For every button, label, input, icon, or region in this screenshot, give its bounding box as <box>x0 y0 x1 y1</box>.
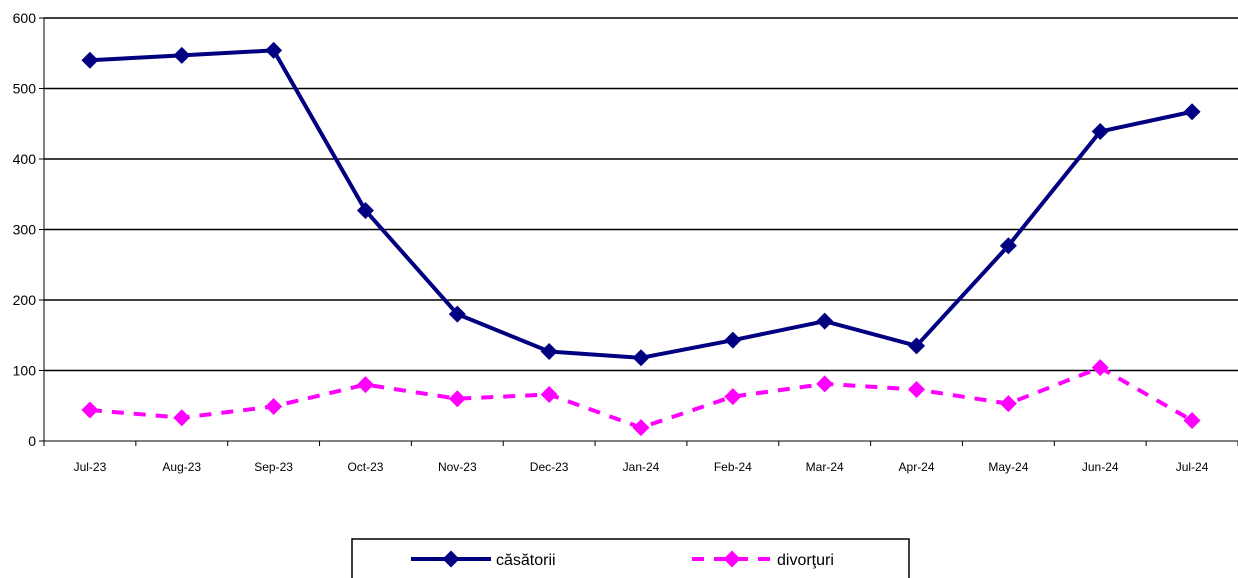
y-tick-label: 600 <box>13 10 37 26</box>
legend-swatch-marker <box>723 550 741 568</box>
x-tick-label: Jan-24 <box>623 460 660 474</box>
data-point <box>448 390 466 408</box>
series-1 <box>81 41 1201 367</box>
x-tick-label: Aug-23 <box>162 460 201 474</box>
gridlines <box>44 17 1238 372</box>
x-tick-label: Sep-23 <box>254 460 293 474</box>
y-tick-label: 300 <box>13 222 37 238</box>
data-point <box>999 237 1017 255</box>
legend-label: divorţuri <box>777 552 834 569</box>
x-tick-label: Mar-24 <box>806 460 844 474</box>
legend-item-1: căsătorii <box>411 550 556 569</box>
y-tick-label: 0 <box>28 433 36 449</box>
data-point <box>724 331 742 349</box>
series-line <box>89 365 1194 430</box>
data-point <box>356 376 374 394</box>
data-point <box>908 381 926 399</box>
y-tick-label: 400 <box>13 151 37 167</box>
data-point <box>540 385 558 403</box>
data-point <box>816 312 834 330</box>
x-tick-label: Oct-23 <box>347 460 383 474</box>
legend-item-2: divorţuri <box>692 550 834 569</box>
y-tick-label: 100 <box>13 363 37 379</box>
data-point <box>999 395 1017 413</box>
legend-items: căsătorii divorţuri <box>411 550 834 569</box>
data-point <box>173 409 191 427</box>
legend-label: căsătorii <box>496 552 556 569</box>
x-tick-label: Apr-24 <box>899 460 935 474</box>
series-layer <box>81 41 1201 437</box>
series-line <box>89 48 1193 360</box>
series-2 <box>81 359 1201 437</box>
x-axis-ticks: Jul-23 Aug-23 Sep-23 Oct-23 Nov-23 Dec-23 Jan-… <box>43 441 1238 474</box>
data-point <box>1091 359 1109 377</box>
data-point <box>1183 103 1201 121</box>
data-point <box>632 419 650 437</box>
data-point <box>724 388 742 406</box>
data-point <box>632 349 650 367</box>
x-tick-label: Feb-24 <box>714 460 752 474</box>
data-point <box>1091 123 1109 141</box>
data-point <box>908 337 926 355</box>
data-point <box>265 41 283 59</box>
y-axis-ticks: 0 100 200 300 400 500 600 <box>13 10 44 449</box>
data-point <box>81 51 99 69</box>
x-tick-label: Jul-23 <box>74 460 107 474</box>
data-point <box>540 342 558 360</box>
x-tick-label: May-24 <box>988 460 1028 474</box>
data-point <box>81 401 99 419</box>
y-tick-label: 500 <box>13 81 37 97</box>
data-point <box>448 305 466 323</box>
data-point <box>816 375 834 393</box>
x-tick-label: Jun-24 <box>1082 460 1119 474</box>
data-point <box>265 397 283 415</box>
legend-swatch-marker <box>442 550 460 568</box>
y-tick-label: 200 <box>13 292 37 308</box>
legend: căsătorii divorţuri <box>351 538 910 578</box>
data-point <box>356 201 374 219</box>
x-tick-label: Dec-23 <box>530 460 569 474</box>
x-tick-label: Jul-24 <box>1176 460 1209 474</box>
x-tick-label: Nov-23 <box>438 460 477 474</box>
data-point <box>1183 412 1201 430</box>
data-point <box>173 46 191 64</box>
